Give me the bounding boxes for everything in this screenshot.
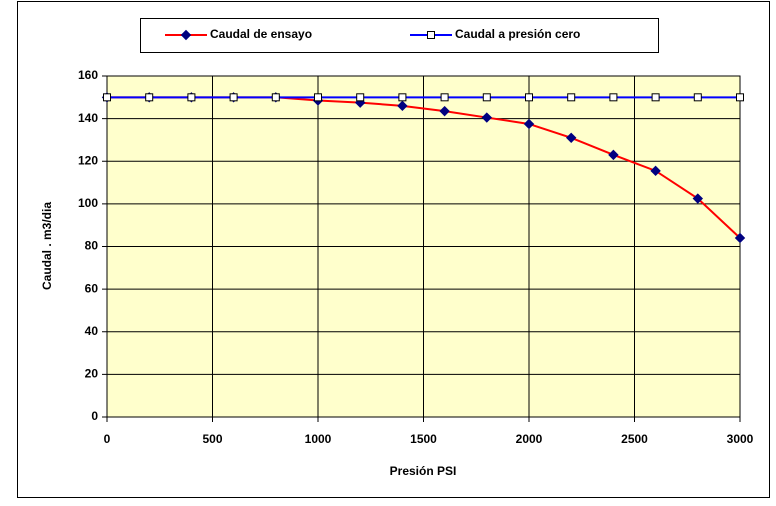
x-tick-label: 2000 (516, 432, 543, 446)
legend-label: Caudal de ensayo (210, 27, 312, 41)
data-point (314, 93, 322, 102)
data-point (439, 105, 450, 117)
x-tick-label: 3000 (727, 432, 754, 446)
data-point (229, 93, 238, 102)
y-tick-label: 80 (85, 239, 99, 253)
legend-marker (427, 31, 435, 39)
data-point (481, 112, 493, 123)
y-tick-label: 0 (91, 409, 98, 423)
x-tick-label: 2500 (621, 432, 648, 446)
y-tick-label: 40 (85, 324, 99, 338)
data-point (397, 100, 408, 112)
data-point (651, 93, 660, 102)
data-point (356, 93, 365, 102)
x-axis-label: Presión PSI (390, 464, 457, 478)
data-point (525, 93, 533, 102)
legend-marker (180, 29, 192, 41)
legend-label: Caudal a presión cero (455, 27, 580, 41)
data-point (398, 93, 407, 102)
data-point (565, 132, 577, 144)
x-tick-label: 1000 (305, 432, 332, 446)
y-tick-label: 60 (85, 281, 99, 295)
x-tick-label: 500 (202, 432, 222, 446)
data-point (609, 93, 618, 102)
y-tick-label: 100 (78, 196, 98, 210)
data-point (693, 93, 702, 102)
x-tick-label: 0 (104, 432, 111, 446)
data-point (736, 93, 744, 102)
data-point (650, 165, 661, 177)
data-point (482, 93, 491, 102)
y-tick-label: 160 (78, 68, 98, 82)
data-point (187, 93, 196, 102)
data-point (440, 93, 449, 102)
data-point (608, 149, 619, 161)
x-tick-label: 1500 (410, 432, 437, 446)
data-point (145, 93, 154, 102)
y-tick-label: 20 (85, 367, 99, 381)
legend-box (140, 18, 659, 53)
data-point (271, 93, 280, 102)
data-point (692, 193, 704, 204)
data-point (103, 93, 111, 102)
y-tick-label: 140 (78, 111, 98, 125)
data-point (523, 118, 535, 130)
y-axis-label: Caudal . m3/dia (40, 202, 54, 290)
y-tick-label: 120 (78, 153, 98, 167)
data-point (734, 232, 746, 244)
data-point (567, 93, 576, 102)
